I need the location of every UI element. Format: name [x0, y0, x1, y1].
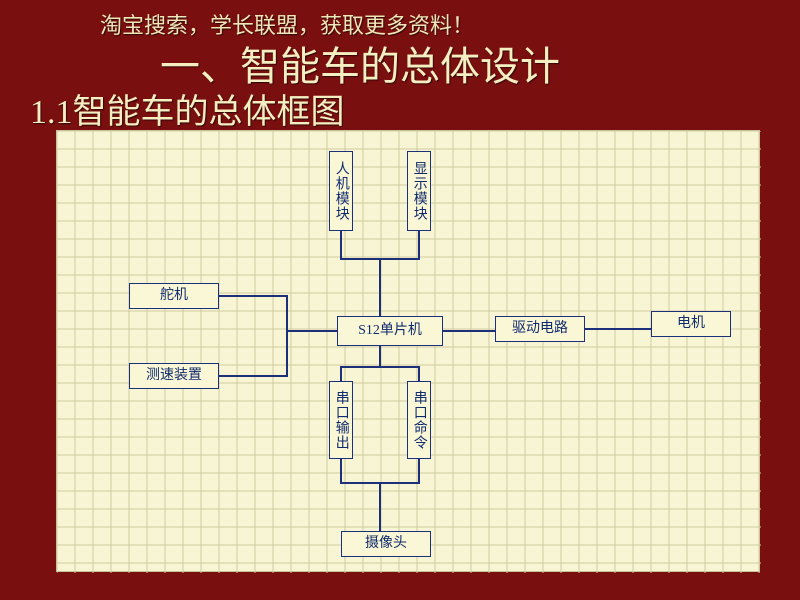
- node-camera: 摄像头: [341, 531, 431, 557]
- node-servo: 舵机: [129, 283, 219, 309]
- edge: [219, 296, 287, 376]
- node-label: 摄像头: [365, 536, 407, 551]
- node-hmi: 人机模块: [329, 151, 353, 231]
- edge: [341, 367, 419, 381]
- node-speed: 测速装置: [129, 363, 219, 389]
- node-mcu: S12单片机: [337, 316, 443, 346]
- diagram-panel: 人机模块 显示模块舵机测速装置 S12单片机 驱动电路 电机串口输出 串口命令摄像头: [56, 130, 760, 572]
- node-label: 人机模块: [333, 161, 348, 221]
- slide-subtitle: 1.1智能车的总体框图: [30, 84, 345, 133]
- slide-root: 淘宝搜索，学长联盟，获取更多资料！ 一、智能车的总体设计 1.1智能车的总体框图…: [0, 0, 800, 600]
- node-label: 驱动电路: [512, 321, 568, 336]
- node-label: 舵机: [160, 288, 188, 303]
- node-ser_out: 串口输出: [329, 381, 353, 459]
- node-label: 串口命令: [411, 390, 426, 450]
- node-label: 显示模块: [411, 161, 426, 221]
- node-motor: 电机: [651, 311, 731, 337]
- node-display: 显示模块: [407, 151, 431, 231]
- node-driver: 驱动电路: [495, 316, 585, 342]
- edge: [341, 231, 419, 259]
- node-label: S12单片机: [358, 323, 422, 338]
- node-label: 测速装置: [146, 368, 202, 383]
- node-label: 电机: [677, 316, 705, 331]
- node-ser_cmd: 串口命令: [407, 381, 431, 459]
- edge: [341, 459, 419, 483]
- node-label: 串口输出: [333, 390, 348, 450]
